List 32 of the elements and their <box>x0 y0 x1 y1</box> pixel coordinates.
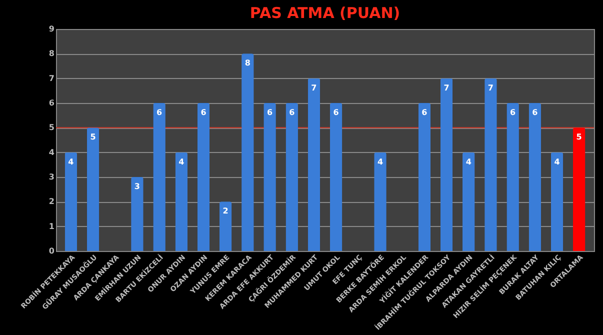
data-label: 6 <box>333 108 340 117</box>
data-label: 8 <box>244 58 251 68</box>
y-tick-label: 3 <box>48 172 54 182</box>
y-tick-label: 0 <box>48 246 55 256</box>
data-label: 4 <box>68 157 74 166</box>
data-label: 5 <box>576 132 582 142</box>
data-label: 6 <box>266 108 273 117</box>
data-label: 4 <box>466 157 472 166</box>
y-tick-label: 9 <box>48 24 55 34</box>
chart-title: PAS ATMA (PUAN) <box>250 4 400 22</box>
data-label: 4 <box>178 157 185 166</box>
data-label: 5 <box>90 132 96 142</box>
data-label: 3 <box>134 182 140 191</box>
data-label: 4 <box>377 157 384 166</box>
data-label: 4 <box>554 157 560 166</box>
data-label: 6 <box>289 108 296 117</box>
y-tick-label: 7 <box>48 74 54 83</box>
y-tick-label: 6 <box>48 98 55 108</box>
y-tick-label: 2 <box>48 197 54 206</box>
y-tick-label: 8 <box>48 49 55 58</box>
data-label: 6 <box>156 108 163 117</box>
data-label: 7 <box>488 83 494 92</box>
data-label: 6 <box>422 108 428 117</box>
data-label: 6 <box>510 108 516 117</box>
data-label: 7 <box>311 83 317 92</box>
data-label: 6 <box>200 108 207 117</box>
y-tick-label: 1 <box>48 222 55 231</box>
data-label: 6 <box>532 108 538 117</box>
data-label: 7 <box>444 83 450 92</box>
data-label: 2 <box>222 206 228 216</box>
y-tick-label: 5 <box>48 123 55 132</box>
y-tick-label: 4 <box>48 148 55 157</box>
